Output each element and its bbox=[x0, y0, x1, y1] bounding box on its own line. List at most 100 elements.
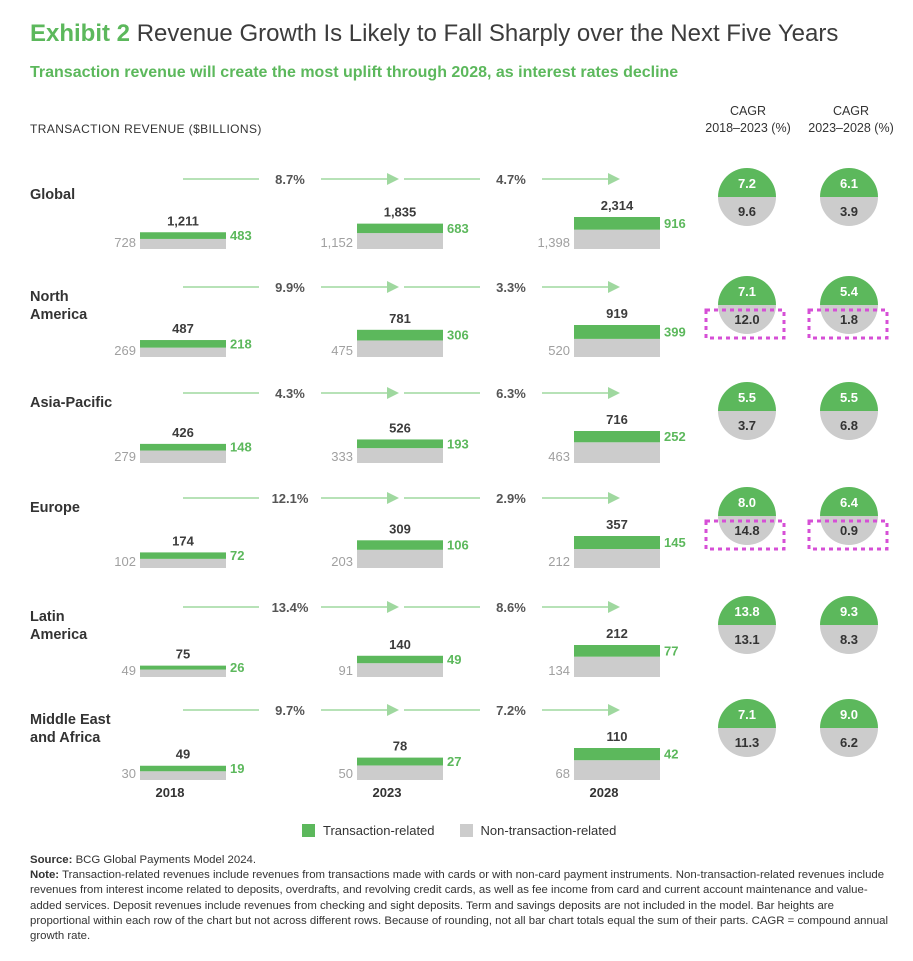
region-label: Latin America bbox=[30, 609, 88, 643]
bar-non-transaction-label: 50 bbox=[339, 766, 353, 781]
region-label: North America bbox=[30, 289, 88, 323]
cagr-transaction-value: 8.0 bbox=[738, 495, 756, 510]
bar-transaction bbox=[140, 340, 226, 348]
bar-total-label: 919 bbox=[606, 306, 628, 321]
cagr-circle-bottom bbox=[820, 305, 878, 334]
growth-arrowhead bbox=[608, 704, 620, 716]
chart-title: Exhibit 2 Revenue Growth Is Likely to Fa… bbox=[30, 20, 838, 48]
cagr-header-line2: 2018–2023 (%) bbox=[705, 121, 791, 135]
bar-total-label: 140 bbox=[389, 637, 411, 652]
growth-arrowhead bbox=[387, 387, 399, 399]
cagr-circle-bottom bbox=[820, 516, 878, 545]
bar-non-transaction-label: 102 bbox=[114, 554, 136, 569]
growth-arrowhead bbox=[608, 387, 620, 399]
growth-rate-label: 3.3% bbox=[496, 280, 526, 295]
cagr-circle-bottom bbox=[718, 625, 776, 654]
exhibit-number: Exhibit 2 bbox=[30, 20, 131, 47]
highlight-box bbox=[807, 308, 889, 340]
bar-transaction bbox=[574, 536, 660, 549]
highlight-box bbox=[807, 519, 889, 551]
bar-non-transaction bbox=[357, 663, 443, 677]
bar-non-transaction bbox=[574, 229, 660, 249]
cagr-transaction-value: 13.8 bbox=[734, 604, 759, 619]
cagr-transaction-value: 5.5 bbox=[840, 390, 858, 405]
bar-non-transaction bbox=[140, 558, 226, 568]
bar-non-transaction bbox=[357, 340, 443, 357]
bar-total-label: 174 bbox=[172, 533, 194, 548]
cagr-non-transaction-value: 3.9 bbox=[840, 204, 858, 219]
bar-transaction-label: 193 bbox=[447, 436, 469, 451]
bar-non-transaction bbox=[357, 765, 443, 780]
bar-transaction bbox=[140, 232, 226, 239]
footnotes: Source: BCG Global Payments Model 2024. … bbox=[30, 853, 890, 944]
bar-non-transaction bbox=[140, 771, 226, 780]
cagr-circle-bottom bbox=[718, 411, 776, 440]
cagr-header-2018-2023: CAGR 2018–2023 (%) bbox=[693, 103, 803, 137]
bar-transaction-label: 19 bbox=[230, 761, 244, 776]
growth-rate-label: 7.2% bbox=[496, 703, 526, 718]
cagr-header-2023-2028: CAGR 2023–2028 (%) bbox=[796, 103, 906, 137]
bar-transaction bbox=[140, 765, 226, 772]
growth-arrowhead bbox=[387, 492, 399, 504]
legend-item-transaction: Transaction-related bbox=[302, 823, 435, 838]
bar-non-transaction-label: 203 bbox=[331, 554, 353, 569]
bar-non-transaction-label: 212 bbox=[548, 554, 570, 569]
bar-non-transaction-label: 134 bbox=[548, 663, 570, 678]
legend-label: Transaction-related bbox=[323, 823, 435, 838]
bar-total-label: 49 bbox=[176, 747, 190, 762]
bar-transaction bbox=[574, 431, 660, 443]
region-label: Europe bbox=[30, 500, 80, 516]
bar-non-transaction bbox=[140, 669, 226, 677]
bar-transaction bbox=[574, 325, 660, 339]
growth-rate-label: 8.7% bbox=[275, 172, 305, 187]
region-label: Middle East and Africa bbox=[30, 712, 111, 746]
cagr-non-transaction-value: 6.2 bbox=[840, 735, 858, 750]
bar-total-label: 487 bbox=[172, 321, 194, 336]
cagr-transaction-value: 7.1 bbox=[738, 284, 756, 299]
cagr-circle-bottom bbox=[718, 728, 776, 757]
growth-rate-label: 6.3% bbox=[496, 386, 526, 401]
bar-transaction-label: 106 bbox=[447, 538, 469, 553]
legend-swatch-green bbox=[302, 824, 315, 837]
cagr-non-transaction-value: 8.3 bbox=[840, 632, 858, 647]
bar-total-label: 2,314 bbox=[601, 198, 634, 213]
bar-transaction-label: 218 bbox=[230, 336, 252, 351]
bar-transaction-label: 27 bbox=[447, 754, 461, 769]
bar-non-transaction-label: 1,152 bbox=[320, 235, 353, 250]
highlight-box bbox=[704, 519, 786, 551]
cagr-transaction-value: 9.3 bbox=[840, 604, 858, 619]
legend: Transaction-related Non-transaction-rela… bbox=[302, 823, 641, 838]
cagr-transaction-value: 7.2 bbox=[738, 176, 756, 191]
source-line: Source: BCG Global Payments Model 2024. bbox=[30, 853, 890, 868]
bar-transaction-label: 916 bbox=[664, 216, 686, 231]
region-label: Asia-Pacific bbox=[30, 395, 113, 411]
bar-transaction bbox=[357, 439, 443, 449]
bar-total-label: 75 bbox=[176, 647, 190, 662]
bar-total-label: 78 bbox=[393, 739, 407, 754]
bar-non-transaction bbox=[574, 338, 660, 357]
bar-transaction-label: 145 bbox=[664, 535, 686, 550]
growth-arrowhead bbox=[608, 492, 620, 504]
cagr-transaction-value: 9.0 bbox=[840, 707, 858, 722]
bar-transaction-label: 26 bbox=[230, 660, 244, 675]
growth-arrowhead bbox=[387, 173, 399, 185]
bar-transaction bbox=[357, 757, 443, 766]
bar-total-label: 309 bbox=[389, 521, 411, 536]
growth-rate-label: 8.6% bbox=[496, 600, 526, 615]
title-text: Revenue Growth Is Likely to Fall Sharply… bbox=[136, 20, 839, 47]
cagr-circle-top bbox=[820, 596, 878, 625]
legend-swatch-gray bbox=[459, 824, 473, 837]
cagr-circle-top bbox=[718, 168, 776, 197]
cagr-non-transaction-value: 14.8 bbox=[734, 523, 759, 538]
bar-total-label: 1,835 bbox=[384, 205, 417, 220]
bar-non-transaction-label: 91 bbox=[339, 663, 353, 678]
bar-transaction-label: 72 bbox=[230, 548, 244, 563]
bar-non-transaction bbox=[574, 760, 660, 780]
cagr-circle-bottom bbox=[820, 411, 878, 440]
growth-rate-label: 13.4% bbox=[272, 600, 309, 615]
note-label: Note: bbox=[30, 869, 60, 882]
growth-arrowhead bbox=[387, 704, 399, 716]
bar-transaction bbox=[357, 329, 443, 341]
cagr-transaction-value: 5.5 bbox=[738, 390, 756, 405]
bar-transaction-label: 49 bbox=[447, 652, 461, 667]
